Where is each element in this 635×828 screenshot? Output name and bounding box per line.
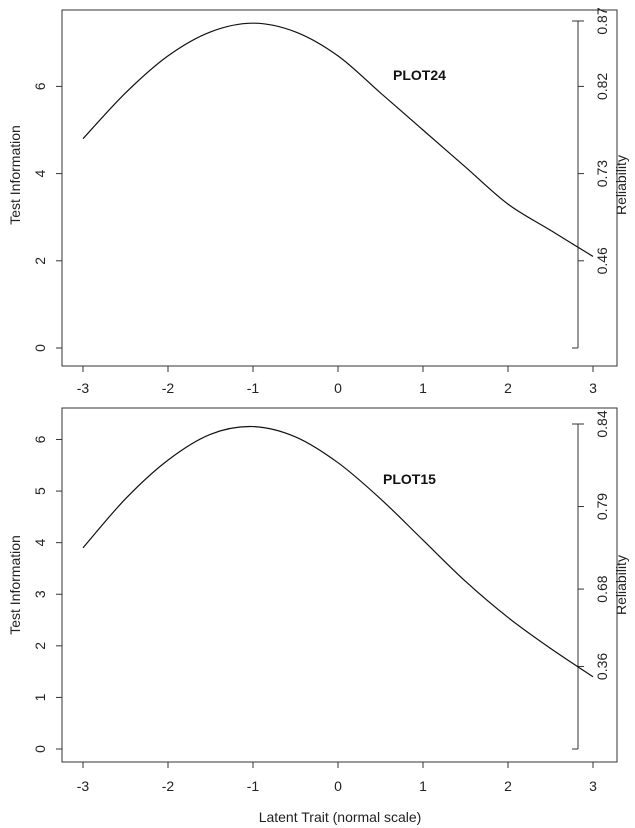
y-tick-label: 6 <box>32 82 48 90</box>
x-tick-label: -1 <box>247 380 260 396</box>
x-tick-label: 3 <box>589 778 597 794</box>
reliability-tick-label: 0.36 <box>594 653 610 680</box>
reliability-tick-label: 0.46 <box>594 247 610 274</box>
y-tick-label: 3 <box>32 590 48 598</box>
x-tick-label: 2 <box>504 778 512 794</box>
reliability-tick-label: 0.68 <box>594 575 610 602</box>
reliability-tick-label: 0.73 <box>594 160 610 187</box>
information-curve <box>82 22 594 257</box>
reliability-tick-label: 0.79 <box>594 493 610 520</box>
plot-annotation: PLOT24 <box>393 67 446 83</box>
x-tick-label: 3 <box>589 380 597 396</box>
y-tick-label: 0 <box>32 745 48 753</box>
reliability-axis-title: Reliability <box>613 555 629 615</box>
x-tick-label: 1 <box>419 380 427 396</box>
plot-annotation: PLOT15 <box>383 471 436 487</box>
panel-bottom: -3 -2 -1 0 1 2 3 0 1 2 3 4 5 6 Test Information 0.36 0.6… <box>7 407 629 825</box>
y-tick-label: 2 <box>32 257 48 265</box>
reliability-tick-label: 0.82 <box>594 73 610 100</box>
x-tick-label: -2 <box>162 778 175 794</box>
reliability-tick-label: 0.87 <box>594 7 610 34</box>
x-tick-label: -2 <box>162 380 175 396</box>
y-tick-label: 6 <box>32 435 48 443</box>
y-tick-label: 4 <box>32 169 48 177</box>
y-tick-label: 4 <box>32 539 48 547</box>
information-curve <box>82 425 594 678</box>
x-tick-label: 0 <box>334 380 342 396</box>
x-tick-label: 2 <box>504 380 512 396</box>
reliability-tick-label: 0.84 <box>594 410 610 437</box>
x-tick-label: 0 <box>334 778 342 794</box>
x-tick-label: 1 <box>419 778 427 794</box>
y-axis-title: Test Information <box>7 125 23 225</box>
y-tick-label: 0 <box>32 344 48 352</box>
y-tick-label: 5 <box>32 487 48 495</box>
y-tick-label: 2 <box>32 642 48 650</box>
panel-top: -3 -2 -1 0 1 2 3 0 2 4 6 Test Information 0.46 0.73 0.… <box>7 7 629 396</box>
plot-frame <box>61 407 618 763</box>
x-tick-label: -3 <box>77 778 90 794</box>
y-axis-title: Test Information <box>7 535 23 635</box>
y-tick-label: 1 <box>32 693 48 701</box>
x-tick-label: -1 <box>247 778 260 794</box>
reliability-axis-title: Reliability <box>613 155 629 215</box>
x-tick-label: -3 <box>77 380 90 396</box>
plot-frame <box>61 9 618 367</box>
x-axis-title: Latent Trait (normal scale) <box>259 809 422 825</box>
